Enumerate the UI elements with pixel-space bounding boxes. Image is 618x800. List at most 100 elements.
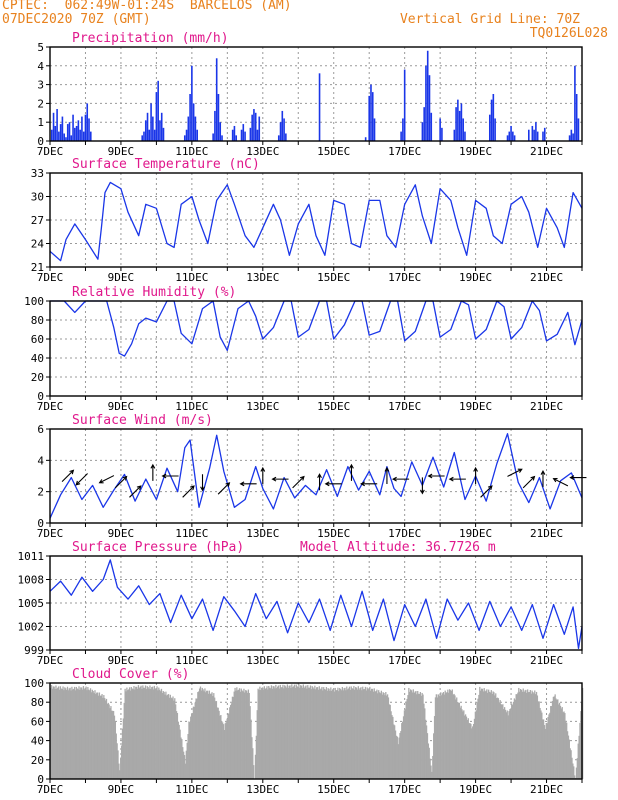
cloud-bar [334, 687, 336, 779]
cloud-bar [374, 691, 376, 779]
precip-bar [370, 84, 372, 141]
cloud-bar [192, 706, 195, 779]
wind-arrow [540, 469, 546, 488]
x-tick-label: 13DEC [246, 783, 279, 796]
precip-bar [402, 118, 404, 141]
series-line [50, 300, 583, 357]
cloud-bar [81, 689, 84, 779]
cloud-bar [534, 690, 536, 779]
cloud-bar [393, 724, 395, 779]
cloud-bar [128, 687, 131, 779]
precip-bar [421, 122, 424, 141]
cloud-bar [472, 723, 475, 779]
y-tick-label: 6 [37, 423, 44, 436]
cloud-bar [351, 688, 353, 779]
cloud-bar [100, 695, 102, 779]
cloud-bar [369, 686, 371, 779]
header-location: CPTEC: 062:49W-01:24S BARCELOS (AM) [2, 0, 292, 13]
cloud-bar [353, 686, 355, 779]
cloud-bar [529, 690, 531, 779]
precip-bar [506, 135, 509, 141]
cloud-bar [154, 688, 156, 779]
cloud-bar [261, 687, 263, 779]
cloud-bar [469, 723, 471, 779]
cloud-bar [399, 732, 401, 779]
cloud-bar [512, 701, 515, 779]
precip-bar [192, 103, 195, 141]
cloud-bar [417, 693, 420, 779]
cloud-bar [301, 687, 304, 779]
precip-bar [187, 116, 190, 141]
cloud-bar [254, 754, 257, 779]
cloud-bar [348, 686, 351, 779]
cloud-bar [113, 715, 116, 779]
cloud-bar [425, 725, 428, 779]
cloud-bar [247, 689, 250, 779]
cloud-bar [339, 689, 342, 779]
cloud-bar [321, 686, 323, 779]
cloud-bar [244, 692, 246, 779]
cloud-bar [517, 692, 519, 779]
cloud-bar [76, 688, 78, 779]
cloud-bar [425, 719, 427, 779]
y-tick-label: 20 [31, 371, 44, 384]
x-tick-label: 9DEC [108, 145, 135, 158]
cloud-bar [194, 702, 196, 779]
cloud-bar [66, 686, 69, 779]
cloud-bar [302, 684, 304, 779]
cloud-bar [214, 701, 217, 779]
cloud-bar [147, 687, 149, 779]
precip-bar [464, 131, 466, 141]
cloud-bar [510, 709, 512, 779]
cloud-bar [569, 748, 571, 779]
cloud-bar [499, 700, 501, 779]
cloud-bar [457, 702, 460, 779]
cloud-bar [153, 685, 156, 779]
cloud-bar [394, 725, 396, 779]
cloud-bar [379, 693, 382, 779]
precip-bar [153, 129, 156, 141]
y-tick-label: 5 [37, 41, 44, 54]
cloud-bar [210, 693, 212, 779]
cloud-bar [203, 691, 205, 779]
cloud-bar [85, 686, 87, 779]
cloud-bar [461, 709, 463, 779]
y-tick-label: 80 [31, 314, 44, 327]
cloud-bar [466, 720, 469, 779]
cloud-bar [268, 686, 270, 779]
cloud-bar [138, 688, 140, 779]
cloud-bar [559, 705, 562, 779]
cloud-bar [221, 721, 223, 779]
cloud-bar [57, 686, 60, 779]
precip-bar [364, 137, 367, 141]
precip-bar [86, 103, 89, 141]
cloud-bar [359, 688, 361, 779]
x-tick-label: 9DEC [108, 783, 135, 796]
cloud-bar [166, 695, 168, 779]
panel-title: Relative Humidity (%) [72, 285, 236, 300]
cloud-bar [283, 688, 285, 779]
cloud-bar [151, 686, 154, 779]
cloud-bar [224, 723, 226, 779]
cloud-bar [73, 686, 76, 779]
precip-bar [373, 118, 376, 141]
cloud-bar [308, 687, 310, 779]
cloud-bar [234, 687, 236, 779]
cloud-bar [340, 690, 343, 779]
precip-bar [574, 65, 576, 141]
cloud-bar [304, 686, 306, 779]
cloud-bar [373, 688, 375, 779]
cloud-bar [463, 710, 465, 779]
precip-bar [462, 118, 464, 141]
cloud-bar [501, 704, 503, 779]
x-tick-label: 7DEC [37, 783, 64, 796]
cloud-bar [396, 736, 398, 779]
cloud-bar [441, 693, 444, 779]
header-grid-note: Vertical Grid Line: 70Z [399, 12, 580, 27]
precip-bar [144, 120, 147, 141]
cloud-bar [449, 690, 452, 779]
precip-bar [453, 129, 456, 141]
cloud-bar [62, 686, 64, 779]
cloud-bar [368, 689, 370, 779]
cloud-bar [183, 755, 186, 779]
